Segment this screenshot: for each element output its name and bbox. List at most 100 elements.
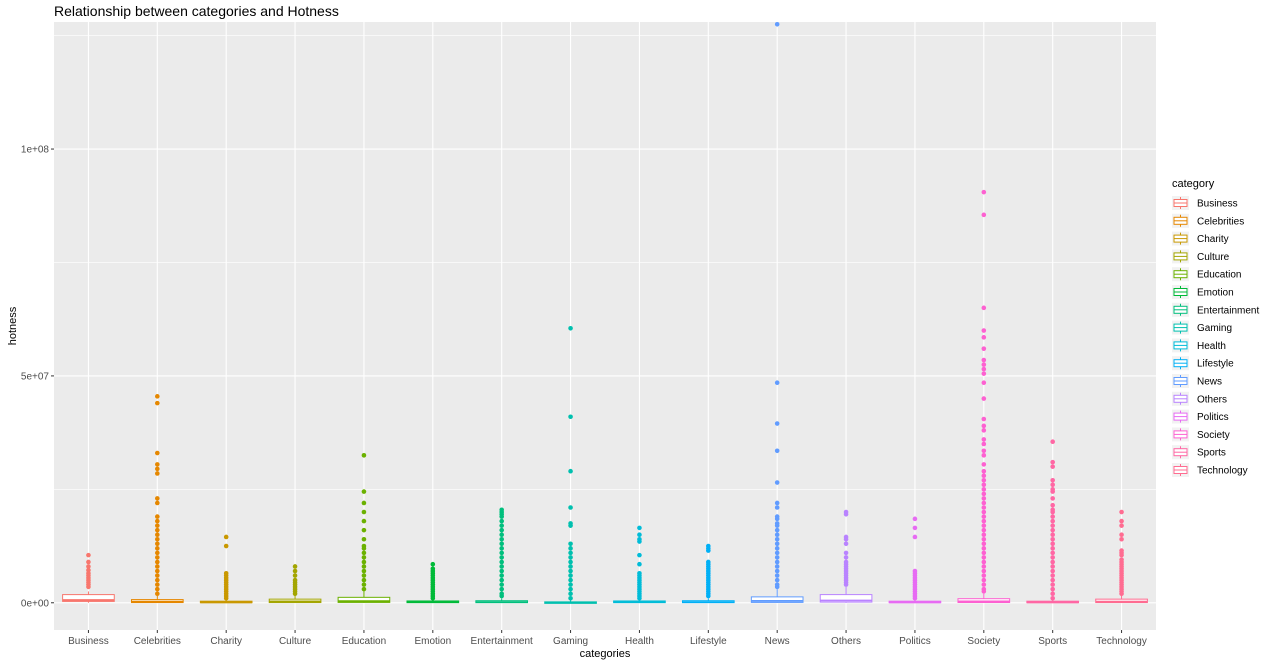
outlier-point (361, 536, 367, 542)
outlier-point (774, 21, 780, 27)
outlier-point (155, 450, 160, 456)
outlier-point (981, 335, 987, 340)
outlier-point (155, 555, 160, 560)
y-axis-title: hotness (7, 306, 19, 345)
outlier-point (499, 555, 504, 560)
outlier-point (1050, 482, 1055, 488)
outlier-point (1050, 577, 1055, 583)
outlier-point (568, 559, 573, 565)
x-tick-label: Business (68, 636, 109, 647)
outlier-point (155, 500, 160, 506)
legend-label: Politics (1197, 412, 1229, 423)
outlier-point (1050, 559, 1055, 565)
outlier-point (568, 564, 573, 569)
outlier-point (499, 550, 504, 556)
legend-label: Education (1197, 270, 1241, 281)
legend: category Business Celebrities Charity Cultu… (1172, 178, 1259, 477)
outlier-point (155, 541, 160, 547)
outlier-point (155, 527, 160, 533)
outlier-point (1119, 536, 1124, 542)
outlier-point (499, 541, 504, 547)
outlier-point (361, 518, 367, 524)
boxplot-politics (888, 516, 942, 604)
x-tick-label: News (765, 636, 790, 647)
outlier-point (155, 568, 160, 574)
outlier-point (568, 468, 573, 474)
outlier-point (706, 548, 711, 553)
legend-label: Sports (1197, 448, 1226, 459)
outlier-point (774, 480, 780, 485)
outlier-point (981, 496, 987, 501)
outlier-point (843, 541, 849, 547)
outlier-point (499, 527, 504, 533)
outlier-point (1050, 586, 1055, 592)
outlier-point (637, 595, 642, 601)
boxplot-others (819, 509, 873, 603)
outlier-point (568, 550, 573, 556)
outlier-point (499, 518, 504, 524)
outlier-point (568, 546, 573, 551)
outlier-point (1050, 489, 1055, 494)
outlier-point (292, 573, 298, 578)
outlier-point (981, 568, 987, 574)
outlier-point (1119, 518, 1124, 524)
outlier-point (361, 550, 367, 556)
outlier-point (499, 577, 504, 583)
legend-title: category (1172, 178, 1215, 190)
outlier-point (981, 189, 987, 195)
outlier-point (1050, 582, 1055, 587)
outlier-point (981, 536, 987, 542)
outlier-point (155, 559, 160, 565)
outlier-point (499, 564, 504, 569)
outlier-point (155, 471, 160, 476)
outlier-point (499, 586, 504, 592)
boxplot-culture (268, 564, 322, 604)
outlier-point (568, 568, 573, 574)
outlier-point (1050, 464, 1055, 469)
outlier-point (981, 559, 987, 565)
legend-item-sports: Sports (1172, 445, 1226, 460)
outlier-point (981, 477, 987, 483)
legend-label: Lifestyle (1197, 359, 1234, 370)
outlier-point (361, 559, 367, 565)
outlier-point (774, 541, 780, 547)
outlier-point (1050, 509, 1055, 515)
outlier-point (86, 552, 91, 558)
outlier-point (981, 468, 987, 474)
outlier-point (361, 582, 367, 587)
legend-label: News (1197, 377, 1222, 388)
outlier-point (774, 421, 780, 426)
outlier-point (1050, 568, 1055, 574)
boxplot-lifestyle (681, 543, 735, 604)
x-tick-label: Society (967, 636, 1000, 647)
outlier-point (568, 523, 573, 528)
legend-item-technology: Technology (1172, 463, 1248, 477)
x-tick-label: Entertainment (471, 636, 533, 647)
boxplot-health (613, 525, 666, 604)
outlier-point (1119, 509, 1124, 515)
outlier-point (1050, 532, 1055, 538)
outlier-point (774, 555, 780, 560)
legend-label: Celebrities (1197, 216, 1244, 227)
outlier-point (155, 394, 160, 399)
outlier-point (568, 555, 573, 560)
outlier-point (981, 564, 987, 569)
outlier-point (568, 591, 573, 597)
outlier-point (568, 577, 573, 583)
outlier-point (155, 573, 160, 578)
outlier-point (981, 577, 987, 583)
outlier-point (155, 577, 160, 583)
outlier-point (155, 586, 160, 592)
outlier-point (912, 525, 918, 531)
outlier-point (981, 441, 987, 447)
outlier-point (499, 514, 504, 519)
outlier-point (1050, 591, 1055, 597)
outlier-point (981, 532, 987, 538)
outlier-point (155, 523, 160, 528)
boxplot-technology (1095, 509, 1148, 604)
boxplot-society (957, 189, 1011, 604)
outlier-point (1119, 532, 1124, 538)
y-tick-label: 1e+08 (21, 145, 50, 156)
outlier-point (1050, 550, 1055, 556)
